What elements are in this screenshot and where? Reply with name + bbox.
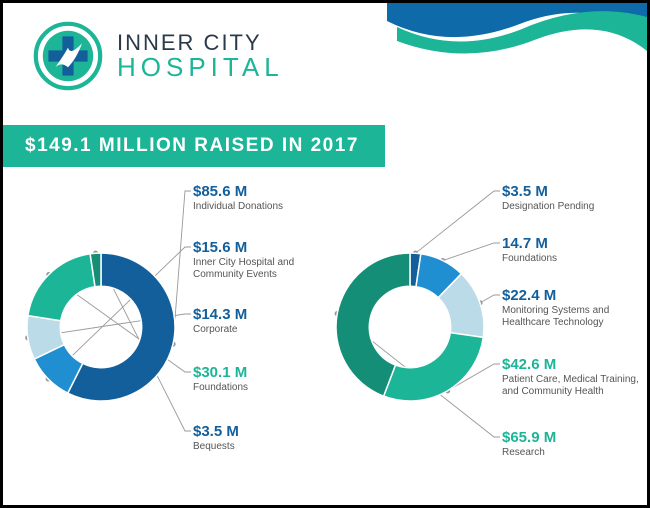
charts-row: $85.6 MIndividual Donations $15.6 MInner … (3, 181, 647, 491)
page: INNER CITY HOSPITAL $149.1 MILLION RAISE… (0, 0, 650, 508)
chart-label: $3.5 MDesignation Pending (502, 183, 594, 213)
label-value: $14.3 M (193, 306, 247, 323)
label-text: Monitoring Systems and Healthcare Techno… (502, 305, 640, 328)
banner: $149.1 MILLION RAISED IN 2017 (3, 125, 647, 167)
label-value: $65.9 M (502, 429, 556, 446)
logo-line2: HOSPITAL (117, 54, 284, 80)
chart-label: $42.6 MPatient Care, Medical Training, a… (502, 356, 640, 397)
chart-label: $85.6 MIndividual Donations (193, 183, 283, 213)
label-value: $15.6 M (193, 239, 331, 256)
chart-label: $30.1 MFoundations (193, 364, 248, 394)
logo-block: INNER CITY HOSPITAL (3, 3, 647, 91)
label-text: Foundations (193, 382, 248, 394)
banner-text: $149.1 MILLION RAISED IN 2017 (3, 125, 385, 167)
chart-left: $85.6 MIndividual Donations$15.6 MInner … (21, 181, 320, 491)
donut-chart (21, 247, 181, 407)
label-value: $42.6 M (502, 356, 640, 373)
leader-line (415, 191, 500, 253)
label-text: Research (502, 447, 556, 459)
left-slice-3 (28, 254, 95, 321)
logo-line1: INNER CITY (117, 32, 284, 54)
logo-text: INNER CITY HOSPITAL (117, 32, 284, 80)
chart-label: $65.9 MResearch (502, 429, 556, 459)
label-text: Bequests (193, 441, 239, 453)
hospital-logo-icon (33, 21, 103, 91)
label-text: Foundations (502, 253, 557, 265)
header: INNER CITY HOSPITAL (3, 3, 647, 113)
chart-label: $3.5 MBequests (193, 423, 239, 453)
label-value: $3.5 M (193, 423, 239, 440)
chart-right: $3.5 MDesignation Pending 14.7 MFoundatio… (330, 181, 629, 491)
donut-chart (330, 247, 490, 407)
label-text: Individual Donations (193, 201, 283, 213)
label-text: Inner City Hospital and Community Events (193, 257, 331, 280)
chart-label: 14.7 MFoundations (502, 235, 557, 265)
right-slice-3 (384, 333, 484, 401)
label-value: $22.4 M (502, 287, 640, 304)
label-value: $85.6 M (193, 183, 283, 200)
chart-label: $14.3 MCorporate (193, 306, 247, 336)
label-value: $3.5 M (502, 183, 594, 200)
chart-label: $22.4 MMonitoring Systems and Healthcare… (502, 287, 640, 328)
label-value: $30.1 M (193, 364, 248, 381)
label-value: 14.7 M (502, 235, 557, 252)
chart-label: $15.6 MInner City Hospital and Community… (193, 239, 331, 280)
label-text: Patient Care, Medical Training, and Comm… (502, 374, 640, 397)
label-text: Designation Pending (502, 201, 594, 213)
label-text: Corporate (193, 324, 247, 336)
